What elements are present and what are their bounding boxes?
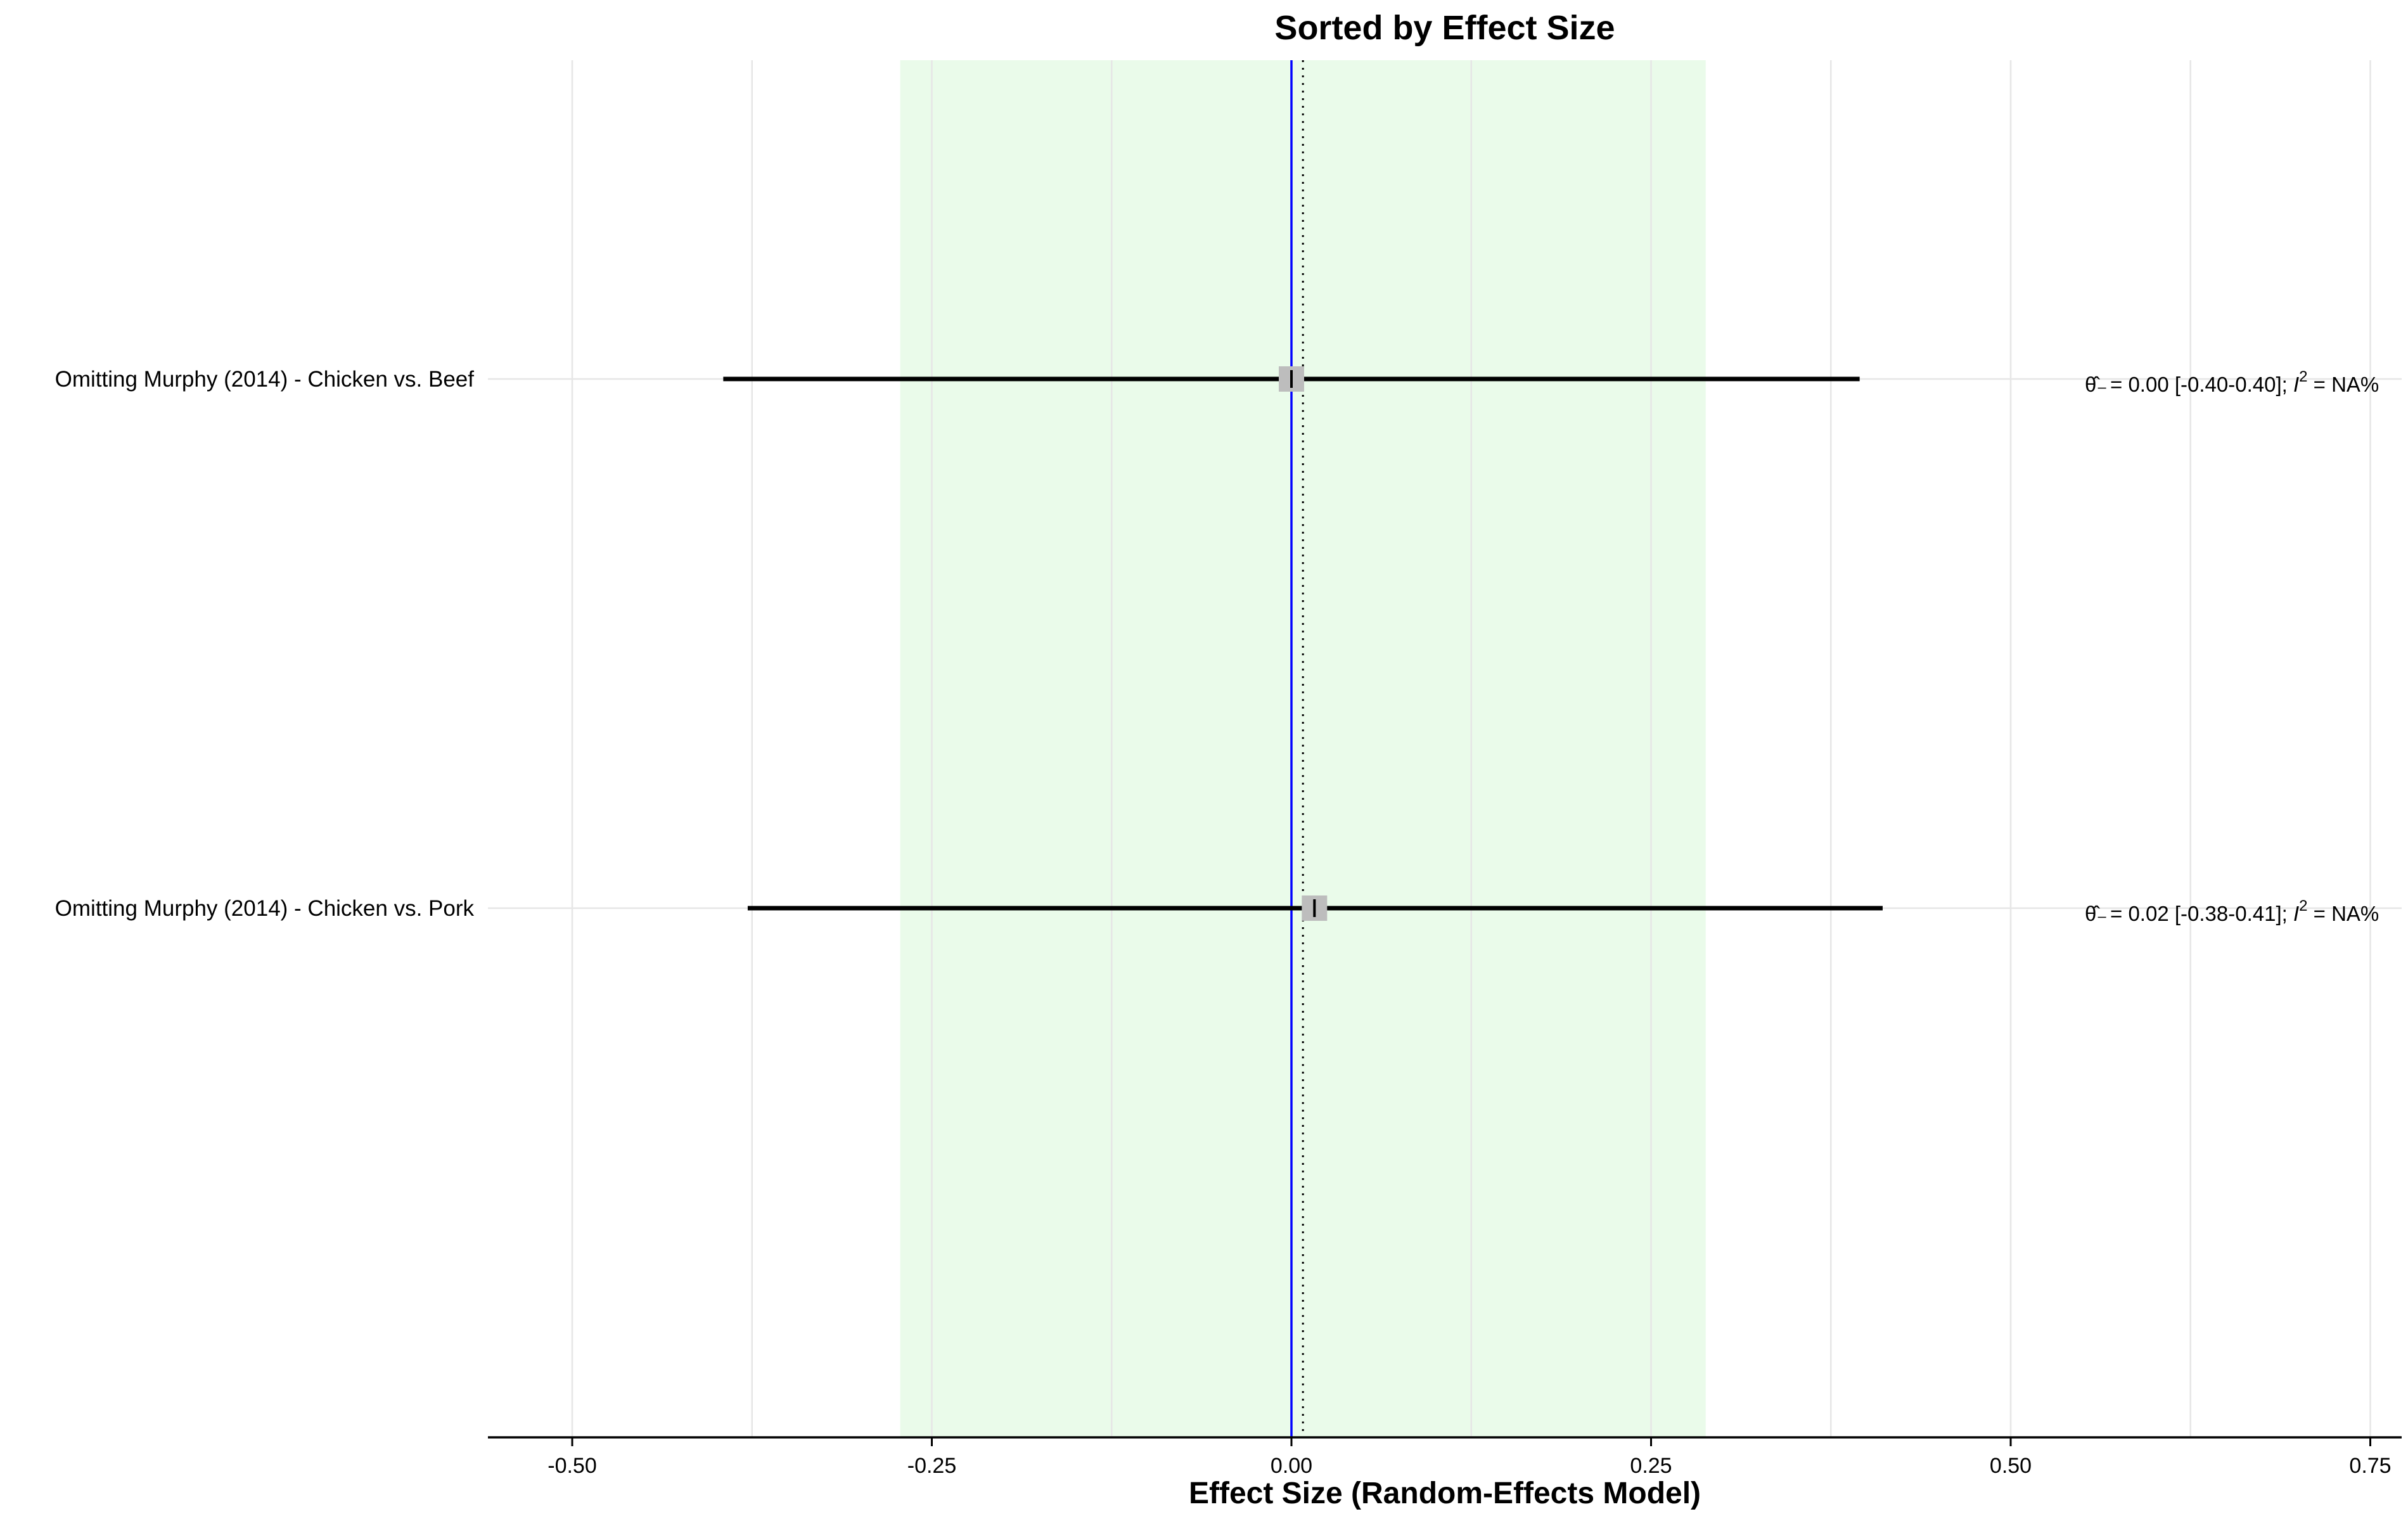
effect-annotation-text: = 0.00 [-0.40-0.40]; I2 = NA% — [2110, 368, 2379, 396]
x-tick-label: -0.25 — [907, 1454, 957, 1478]
chart-title: Sorted by Effect Size — [1274, 9, 1615, 47]
x-tick-label: -0.50 — [548, 1454, 597, 1478]
study-row-label: Omitting Murphy (2014) - Chicken vs. Bee… — [55, 367, 475, 392]
x-tick-label: 0.00 — [1271, 1454, 1312, 1478]
study-row: Omitting Murphy (2014) - Chicken vs. Bee… — [55, 366, 2379, 396]
x-axis: -0.50 -0.25 0.00 0.25 0.50 0.75 — [488, 1436, 2402, 1478]
effect-annotation-text: = 0.02 [-0.38-0.41]; I2 = NA% — [2110, 897, 2379, 925]
x-tick-label: 0.50 — [1990, 1454, 2032, 1478]
theta-hat-symbol: θ̂₋ — [2085, 902, 2108, 925]
study-rows-layer: Omitting Murphy (2014) - Chicken vs. Bee… — [55, 366, 2379, 925]
effect-annotation: θ̂₋ = 0.02 [-0.38-0.41]; I2 = NA% — [2085, 897, 2379, 925]
x-axis-label: Effect Size (Random-Effects Model) — [1189, 1477, 1701, 1510]
reference-line-layer — [1290, 60, 1304, 1437]
study-row: Omitting Murphy (2014) - Chicken vs. Por… — [55, 895, 2379, 925]
theta-hat-symbol: θ̂₋ — [2085, 373, 2108, 396]
study-row-label: Omitting Murphy (2014) - Chicken vs. Por… — [55, 896, 475, 921]
effect-annotation: θ̂₋ = 0.00 [-0.40-0.40]; I2 = NA% — [2085, 368, 2379, 396]
x-tick-label: 0.75 — [2349, 1454, 2391, 1478]
x-tick-label: 0.25 — [1630, 1454, 1672, 1478]
